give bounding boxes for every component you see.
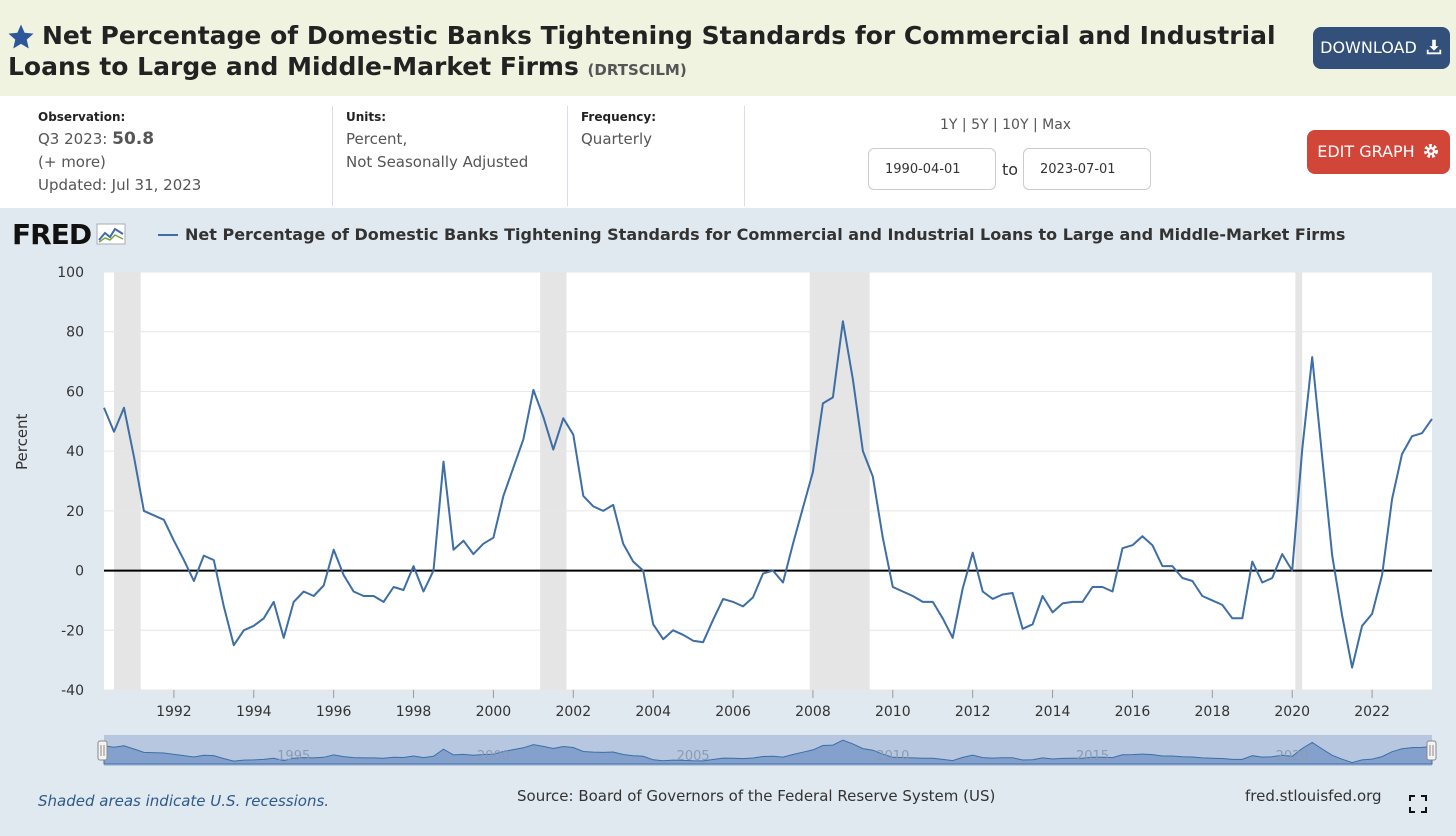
x-tick-label: 2018 (1195, 704, 1231, 720)
legend-label: Net Percentage of Domestic Banks Tighten… (185, 225, 1346, 244)
series-meta-panel: Observation: Q3 2023: 50.8 (+ more) Upda… (0, 96, 1456, 208)
units-line1: Percent, (346, 130, 408, 148)
navigator-right-handle[interactable] (1426, 740, 1437, 761)
navigator-year-label: 2000 (477, 749, 510, 764)
frequency-label: Frequency: (581, 110, 657, 124)
units-block: Units: Percent, Not Seasonally Adjusted (346, 106, 528, 206)
fred-logo-text: FRED (12, 218, 92, 251)
end-date-input[interactable]: 2023-07-01 (1023, 148, 1151, 190)
to-label: to (1002, 160, 1019, 179)
observation-period: Q3 2023: (38, 130, 108, 148)
navigator-year-label: 2005 (677, 749, 710, 764)
series-line (103, 320, 1433, 669)
fred-logo: FRED (12, 218, 126, 251)
observation-block: Observation: Q3 2023: 50.8 (+ more) Upda… (38, 106, 201, 206)
chart-logo-icon (96, 223, 126, 245)
frequency-block: Frequency: Quarterly (581, 106, 656, 206)
divider (332, 106, 333, 206)
y-tick-label: 20 (66, 504, 84, 520)
range-selector[interactable]: 1Y | 5Y | 10Y | Max (940, 117, 1072, 133)
x-tick-label: 2002 (555, 704, 591, 720)
series-title: Net Percentage of Domestic Banks Tighten… (8, 20, 1278, 86)
more-link[interactable]: (+ more) (38, 153, 106, 171)
observation-label: Observation: (38, 110, 126, 124)
x-tick-label: 2022 (1354, 704, 1390, 720)
recession-band (540, 272, 567, 690)
series-code: (DRTSCILM) (587, 61, 687, 79)
edit-graph-button[interactable]: EDIT GRAPH (1307, 130, 1450, 174)
x-tick-label: 1996 (316, 704, 352, 720)
y-tick-label: 60 (66, 384, 84, 400)
fullscreen-icon[interactable] (1409, 795, 1427, 813)
gear-icon (1423, 144, 1438, 158)
y-tick-label: 0 (75, 564, 84, 580)
download-button[interactable]: DOWNLOAD (1313, 27, 1450, 69)
start-date-input[interactable]: 1990-04-01 (868, 148, 996, 190)
recession-band (113, 272, 141, 690)
edit-graph-label: EDIT GRAPH (1317, 142, 1415, 161)
units-label: Units: (346, 110, 387, 124)
navigator-year-label: 2020 (1276, 749, 1309, 764)
x-tick-label: 1992 (156, 704, 192, 720)
divider (567, 106, 568, 206)
x-tick-label: 1994 (236, 704, 272, 720)
x-tick-label: 2004 (635, 704, 671, 720)
legend-swatch (158, 234, 178, 236)
x-tick-label: 2016 (1115, 704, 1151, 720)
y-tick-label: 80 (66, 325, 84, 341)
navigator-year-label: 2015 (1076, 749, 1109, 764)
favorite-star-icon[interactable] (6, 22, 36, 52)
navigator-year-label: 1995 (277, 749, 310, 764)
x-tick-label: 2010 (875, 704, 911, 720)
x-tick-label: 2006 (715, 704, 751, 720)
navigator-left-handle[interactable] (97, 740, 108, 761)
x-tick-label: 2012 (955, 704, 991, 720)
plot-background (104, 272, 1432, 690)
download-icon (1426, 39, 1442, 55)
observation-line: Q3 2023: 50.8 (38, 128, 201, 151)
navigator-year-label: 2010 (876, 749, 909, 764)
x-axis-ticks: 1992 1994 1996 1998 2000 2002 2004 2006 2008 2010… (156, 690, 1390, 720)
x-tick-label: 2020 (1274, 704, 1310, 720)
x-tick-label: 1998 (396, 704, 432, 720)
navigator-series-area (103, 739, 1433, 765)
series-title-text: Net Percentage of Domestic Banks Tighten… (8, 21, 1276, 81)
y-tick-label: 100 (57, 265, 84, 281)
divider (744, 106, 745, 206)
frequency-value: Quarterly (581, 130, 652, 148)
page-header: Net Percentage of Domestic Banks Tighten… (0, 0, 1456, 96)
x-tick-label: 2014 (1035, 704, 1071, 720)
navigator-labels: 1995 2000 2005 2010 2015 2020 (277, 749, 1309, 764)
observation-value: 50.8 (112, 129, 155, 149)
units-line2: Not Seasonally Adjusted (346, 153, 529, 171)
y-axis-ticks: -40 -20 0 20 40 60 80 100 (57, 265, 84, 699)
y-tick-label: -40 (61, 683, 84, 699)
download-label: DOWNLOAD (1320, 38, 1417, 57)
y-tick-label: 40 (66, 444, 84, 460)
x-tick-label: 2008 (795, 704, 831, 720)
y-tick-label: -20 (61, 623, 84, 639)
x-tick-label: 2000 (476, 704, 512, 720)
recession-note: Shaded areas indicate U.S. recessions. (38, 792, 330, 810)
site-link[interactable]: fred.stlouisfed.org (1245, 787, 1382, 805)
updated-date: Updated: Jul 31, 2023 (38, 176, 202, 194)
source-text: Source: Board of Governors of the Federa… (517, 787, 996, 805)
